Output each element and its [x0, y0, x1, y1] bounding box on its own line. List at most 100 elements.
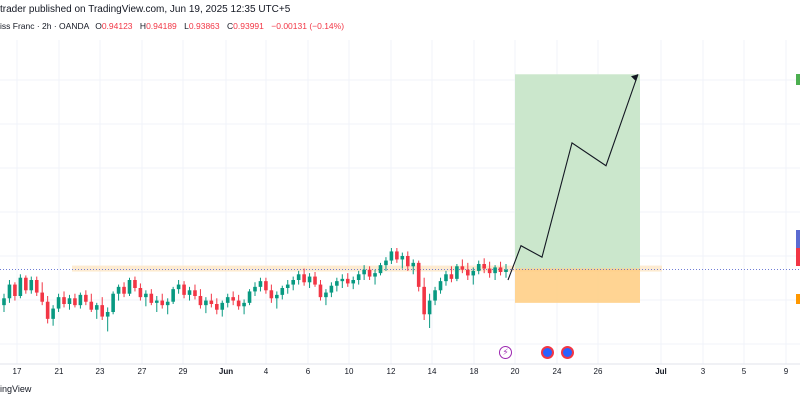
candle-body: [73, 298, 77, 306]
time-axis[interactable]: 17 21 23 27 29 Jun 4 6 10 12 14 18 20 24 26 Jul 3 5 9: [13, 367, 789, 376]
ohlc-close-key: C: [227, 21, 234, 31]
time-tick-label: 6: [306, 367, 311, 376]
candle-body: [291, 280, 295, 285]
candle-body: [51, 308, 55, 319]
candle-body: [378, 265, 383, 274]
trade-zones: [0, 74, 800, 303]
candle-body: [345, 278, 350, 284]
candle-body: [62, 297, 66, 304]
candle-body: [318, 284, 323, 298]
candle-body: [220, 302, 225, 310]
candle-body: [187, 290, 192, 295]
candle-body: [18, 277, 23, 296]
candle-body: [367, 269, 372, 277]
time-tick-label: 23: [96, 367, 105, 376]
candle-body: [138, 288, 143, 298]
candle-body: [215, 304, 219, 310]
time-tick-label: Jul: [655, 367, 667, 376]
candle-body: [411, 262, 416, 267]
candle-body: [231, 297, 235, 301]
candle-body: [444, 274, 448, 282]
time-tick-label: 26: [594, 367, 603, 376]
candle-body: [144, 293, 148, 298]
target-price-marker: [796, 74, 800, 85]
drawings: [507, 74, 639, 281]
candle-body: [198, 296, 203, 306]
time-tick-label: 3: [701, 367, 706, 376]
candles: [2, 248, 508, 332]
candle-body: [2, 298, 6, 306]
candle-body: [324, 292, 328, 298]
projection-arrowhead: [631, 74, 638, 82]
candle-body: [329, 285, 334, 293]
candle-body: [438, 281, 443, 291]
candle-body: [40, 292, 44, 302]
candle-body: [122, 286, 126, 294]
stop-price-marker: [796, 294, 800, 304]
candle-body: [471, 270, 476, 276]
flag-icon[interactable]: [541, 346, 554, 359]
candle-body: [78, 294, 83, 306]
candle-body: [389, 251, 394, 261]
candle-body: [105, 312, 110, 317]
candle-body: [405, 256, 410, 267]
candle-body: [476, 264, 481, 271]
candle-body: [416, 262, 421, 287]
candle-body: [504, 269, 508, 272]
projection-path: [507, 74, 639, 281]
candle-body: [13, 284, 17, 296]
candle-body: [449, 274, 454, 279]
candle-body: [264, 281, 268, 291]
stop-zone: [515, 268, 640, 303]
candle-body: [302, 274, 306, 283]
flag-icon[interactable]: [561, 346, 574, 359]
time-tick-label: 24: [553, 367, 562, 376]
candle-body: [193, 290, 197, 296]
candle-body: [127, 280, 132, 294]
time-tick-label: 17: [13, 367, 22, 376]
candle-body: [154, 300, 159, 303]
candle-body: [56, 297, 61, 309]
flash-icon[interactable]: ⚡: [499, 346, 512, 359]
support-zone: [72, 265, 662, 272]
candle-body: [335, 281, 339, 286]
ohlc-high-value: 0.94189: [146, 21, 177, 31]
candle-body: [400, 256, 405, 260]
ohlc-change-value: −0.00131 (−0.14%): [271, 21, 345, 31]
candle-body: [307, 276, 312, 283]
candle-body: [133, 280, 137, 288]
candle-body: [285, 284, 290, 288]
ohlc-values: O0.94123 H0.94189 L0.93863 C0.93991 −0.0…: [95, 21, 349, 31]
symbol-legend: iss Franc · 2h · OANDA O0.94123 H0.94189…: [0, 21, 349, 31]
candle-body: [498, 267, 503, 272]
candle-body: [24, 277, 28, 291]
candle-body: [362, 269, 366, 275]
candle-body: [269, 290, 274, 299]
candle-body: [84, 294, 88, 302]
chart-grid: [0, 40, 800, 364]
candle-body: [275, 294, 279, 299]
candle-body: [7, 284, 12, 299]
time-tick-label: 21: [55, 367, 64, 376]
candle-body: [247, 291, 252, 303]
ohlc-low-value: 0.93863: [188, 21, 220, 31]
candle-body: [493, 267, 497, 274]
time-tick-label: Jun: [219, 367, 233, 376]
candle-body: [253, 286, 257, 292]
target-zone: [515, 74, 640, 269]
ohlc-open-key: O: [95, 21, 102, 31]
ohlc-close-value: 0.93991: [233, 21, 264, 31]
candle-body: [182, 284, 186, 295]
time-tick-label: 14: [428, 367, 437, 376]
candle-body: [313, 276, 317, 285]
candle-body: [296, 274, 301, 280]
symbol-title: iss Franc · 2h · OANDA: [0, 21, 89, 31]
candle-body: [384, 260, 388, 266]
candle-body: [340, 278, 345, 282]
candle-body: [171, 289, 175, 302]
candle-body: [29, 280, 34, 291]
candle-body: [100, 305, 105, 317]
candle-body: [395, 251, 399, 260]
candle-body: [466, 269, 470, 276]
